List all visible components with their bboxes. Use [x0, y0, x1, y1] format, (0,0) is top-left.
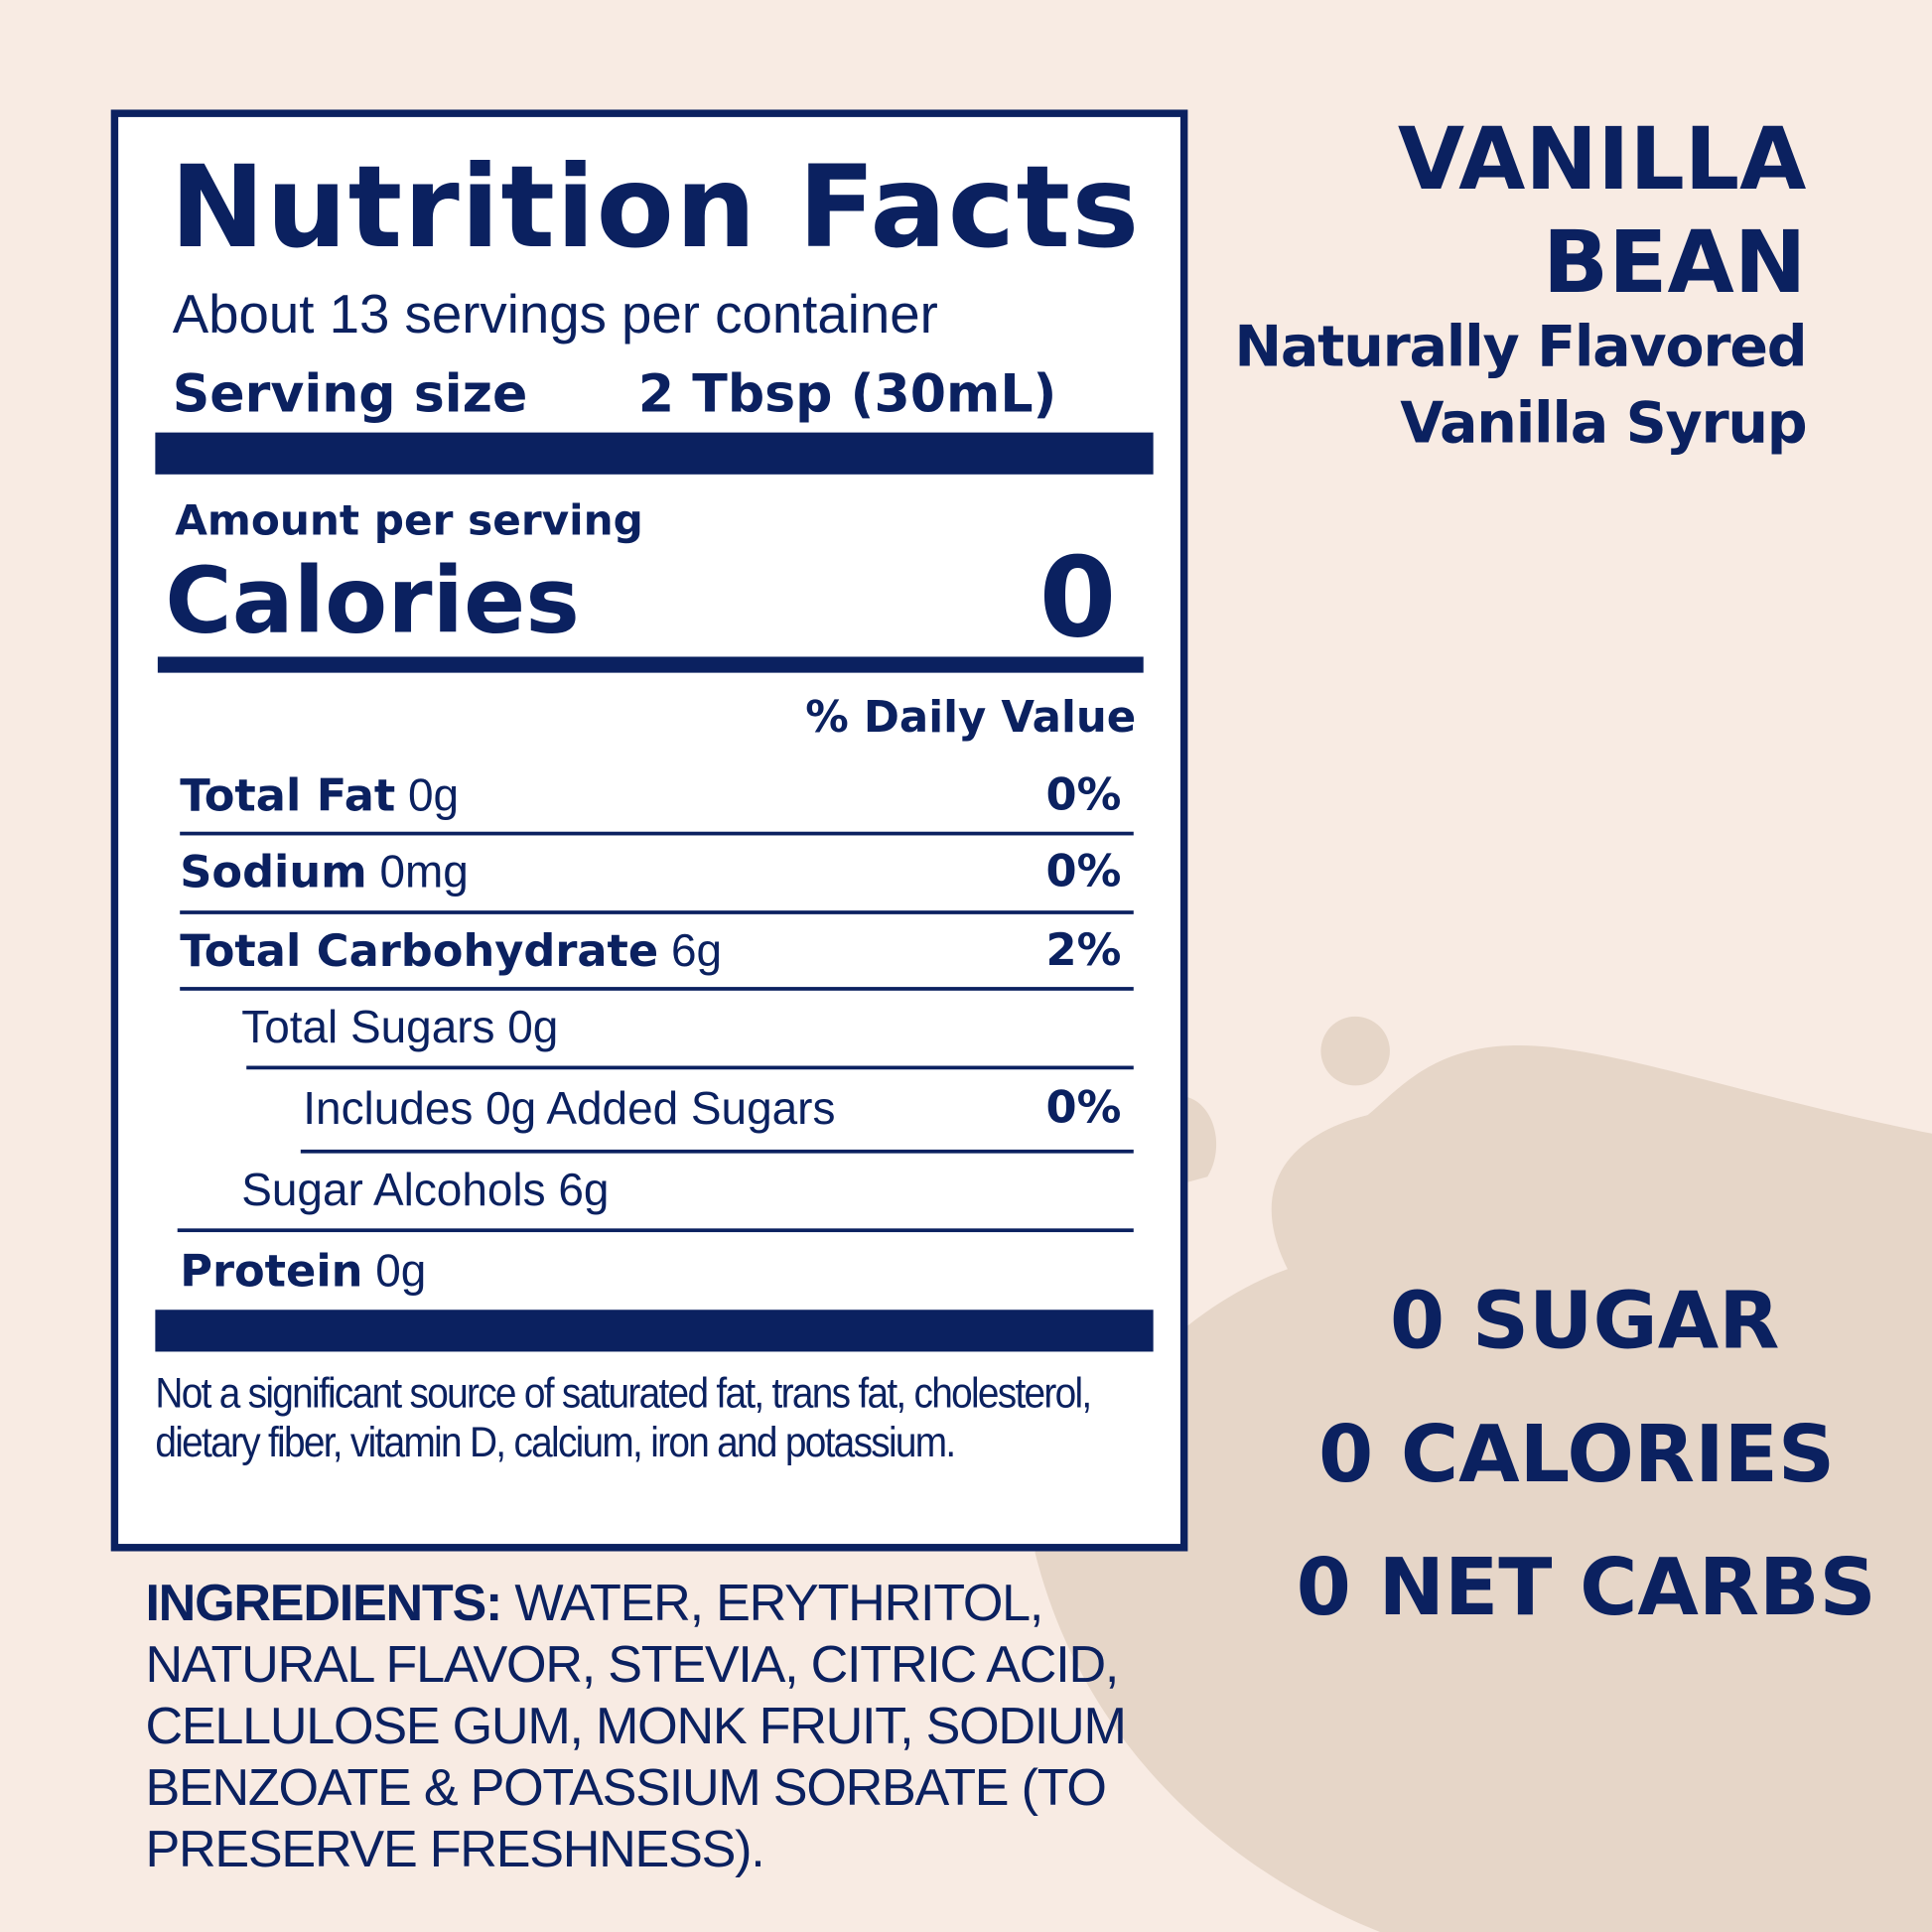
- claim-zero-net-carbs: 0 NET CARBS: [1296, 1542, 1876, 1634]
- product-name-line1: VANILLA: [1397, 108, 1807, 209]
- footnote: Not a significant source of saturated fa…: [155, 1370, 1092, 1466]
- servings-per-container: About 13 servings per container: [172, 284, 938, 345]
- nutrition-facts-title: Nutrition Facts: [170, 141, 1141, 274]
- daily-value-header: % Daily Value: [805, 693, 1137, 744]
- product-descriptor-line1: Naturally Flavored: [1234, 313, 1807, 380]
- nutrient-row-added-sugars: Includes 0g Added Sugars 0%: [303, 1082, 1122, 1134]
- ingredients-text: WATER, ERYTHRITOL, NATURAL FLAVOR, STEVI…: [145, 1573, 1126, 1878]
- divider: [180, 910, 1134, 914]
- nutrient-row-total-carbohydrate: Total Carbohydrate 6g 2%: [180, 925, 1122, 978]
- calories-value: 0: [1038, 533, 1117, 663]
- product-name-line2: BEAN: [1542, 211, 1807, 314]
- calories-label: Calories: [165, 548, 580, 655]
- medium-divider: [157, 656, 1144, 673]
- divider: [246, 1065, 1134, 1070]
- nutrition-facts-panel: Nutrition Facts About 13 servings per co…: [110, 109, 1188, 1552]
- thick-divider: [155, 1310, 1154, 1352]
- ingredients: INGREDIENTS: WATER, ERYTHRITOL, NATURAL …: [145, 1573, 1131, 1880]
- nutrient-row-total-sugars: Total Sugars 0g: [241, 1001, 559, 1052]
- divider: [177, 1228, 1134, 1233]
- claim-zero-sugar: 0 SUGAR: [1389, 1276, 1780, 1368]
- divider: [300, 1149, 1134, 1154]
- nutrient-row-total-fat: Total Fat 0g 0%: [180, 769, 1122, 822]
- product-descriptor-line2: Vanilla Syrup: [1400, 389, 1807, 457]
- amount-per-serving: Amount per serving: [175, 496, 643, 546]
- ingredients-label: INGREDIENTS:: [145, 1573, 502, 1632]
- serving-size-label: Serving size: [172, 363, 528, 424]
- nutrient-row-protein: Protein 0g: [180, 1245, 427, 1298]
- divider: [180, 987, 1134, 991]
- divider: [180, 831, 1134, 836]
- serving-size-value: 2 Tbsp (30mL): [637, 363, 1057, 424]
- nutrient-row-sugar-alcohols: Sugar Alcohols 6g: [241, 1164, 610, 1215]
- claim-zero-calories: 0 CALORIES: [1317, 1409, 1836, 1501]
- thick-divider: [155, 432, 1154, 475]
- nutrient-row-sodium: Sodium 0mg 0%: [180, 846, 1122, 898]
